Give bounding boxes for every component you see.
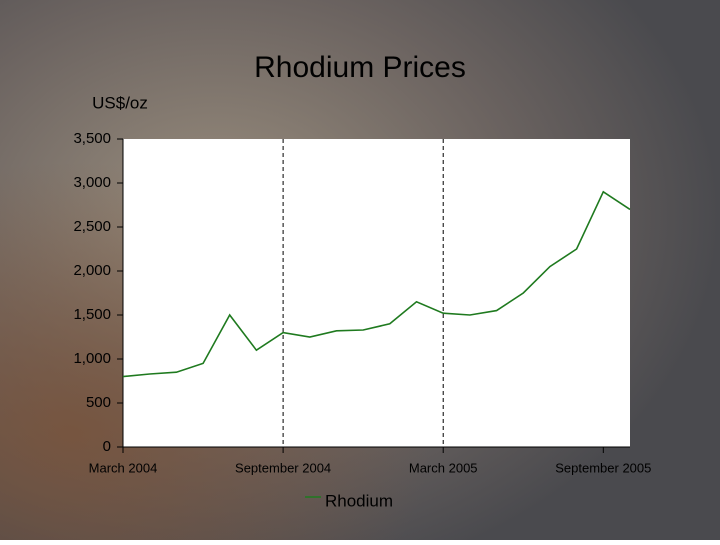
y-tick-label: 2,500 [73, 218, 111, 235]
y-tick-label: 1,500 [73, 306, 111, 323]
y-tick-label: 3,000 [73, 174, 111, 191]
x-tick-label: September 2004 [235, 460, 331, 475]
x-tick-label: March 2005 [409, 460, 478, 475]
line-series [122, 190, 631, 378]
plot-area [123, 139, 630, 447]
x-tick-label: September 2005 [555, 460, 651, 475]
y-tick-label: 1,000 [73, 350, 111, 367]
chart-title: Rhodium Prices [254, 51, 466, 84]
y-tick-label: 500 [86, 394, 111, 411]
y-tick-label: 2,000 [73, 262, 111, 279]
x-tick-label: March 2004 [89, 460, 158, 475]
y-axis-label: US$/oz [92, 93, 148, 112]
legend-label: Rhodium [325, 491, 393, 510]
y-tick-label: 3,500 [73, 130, 111, 147]
y-tick-label: 0 [103, 438, 111, 455]
